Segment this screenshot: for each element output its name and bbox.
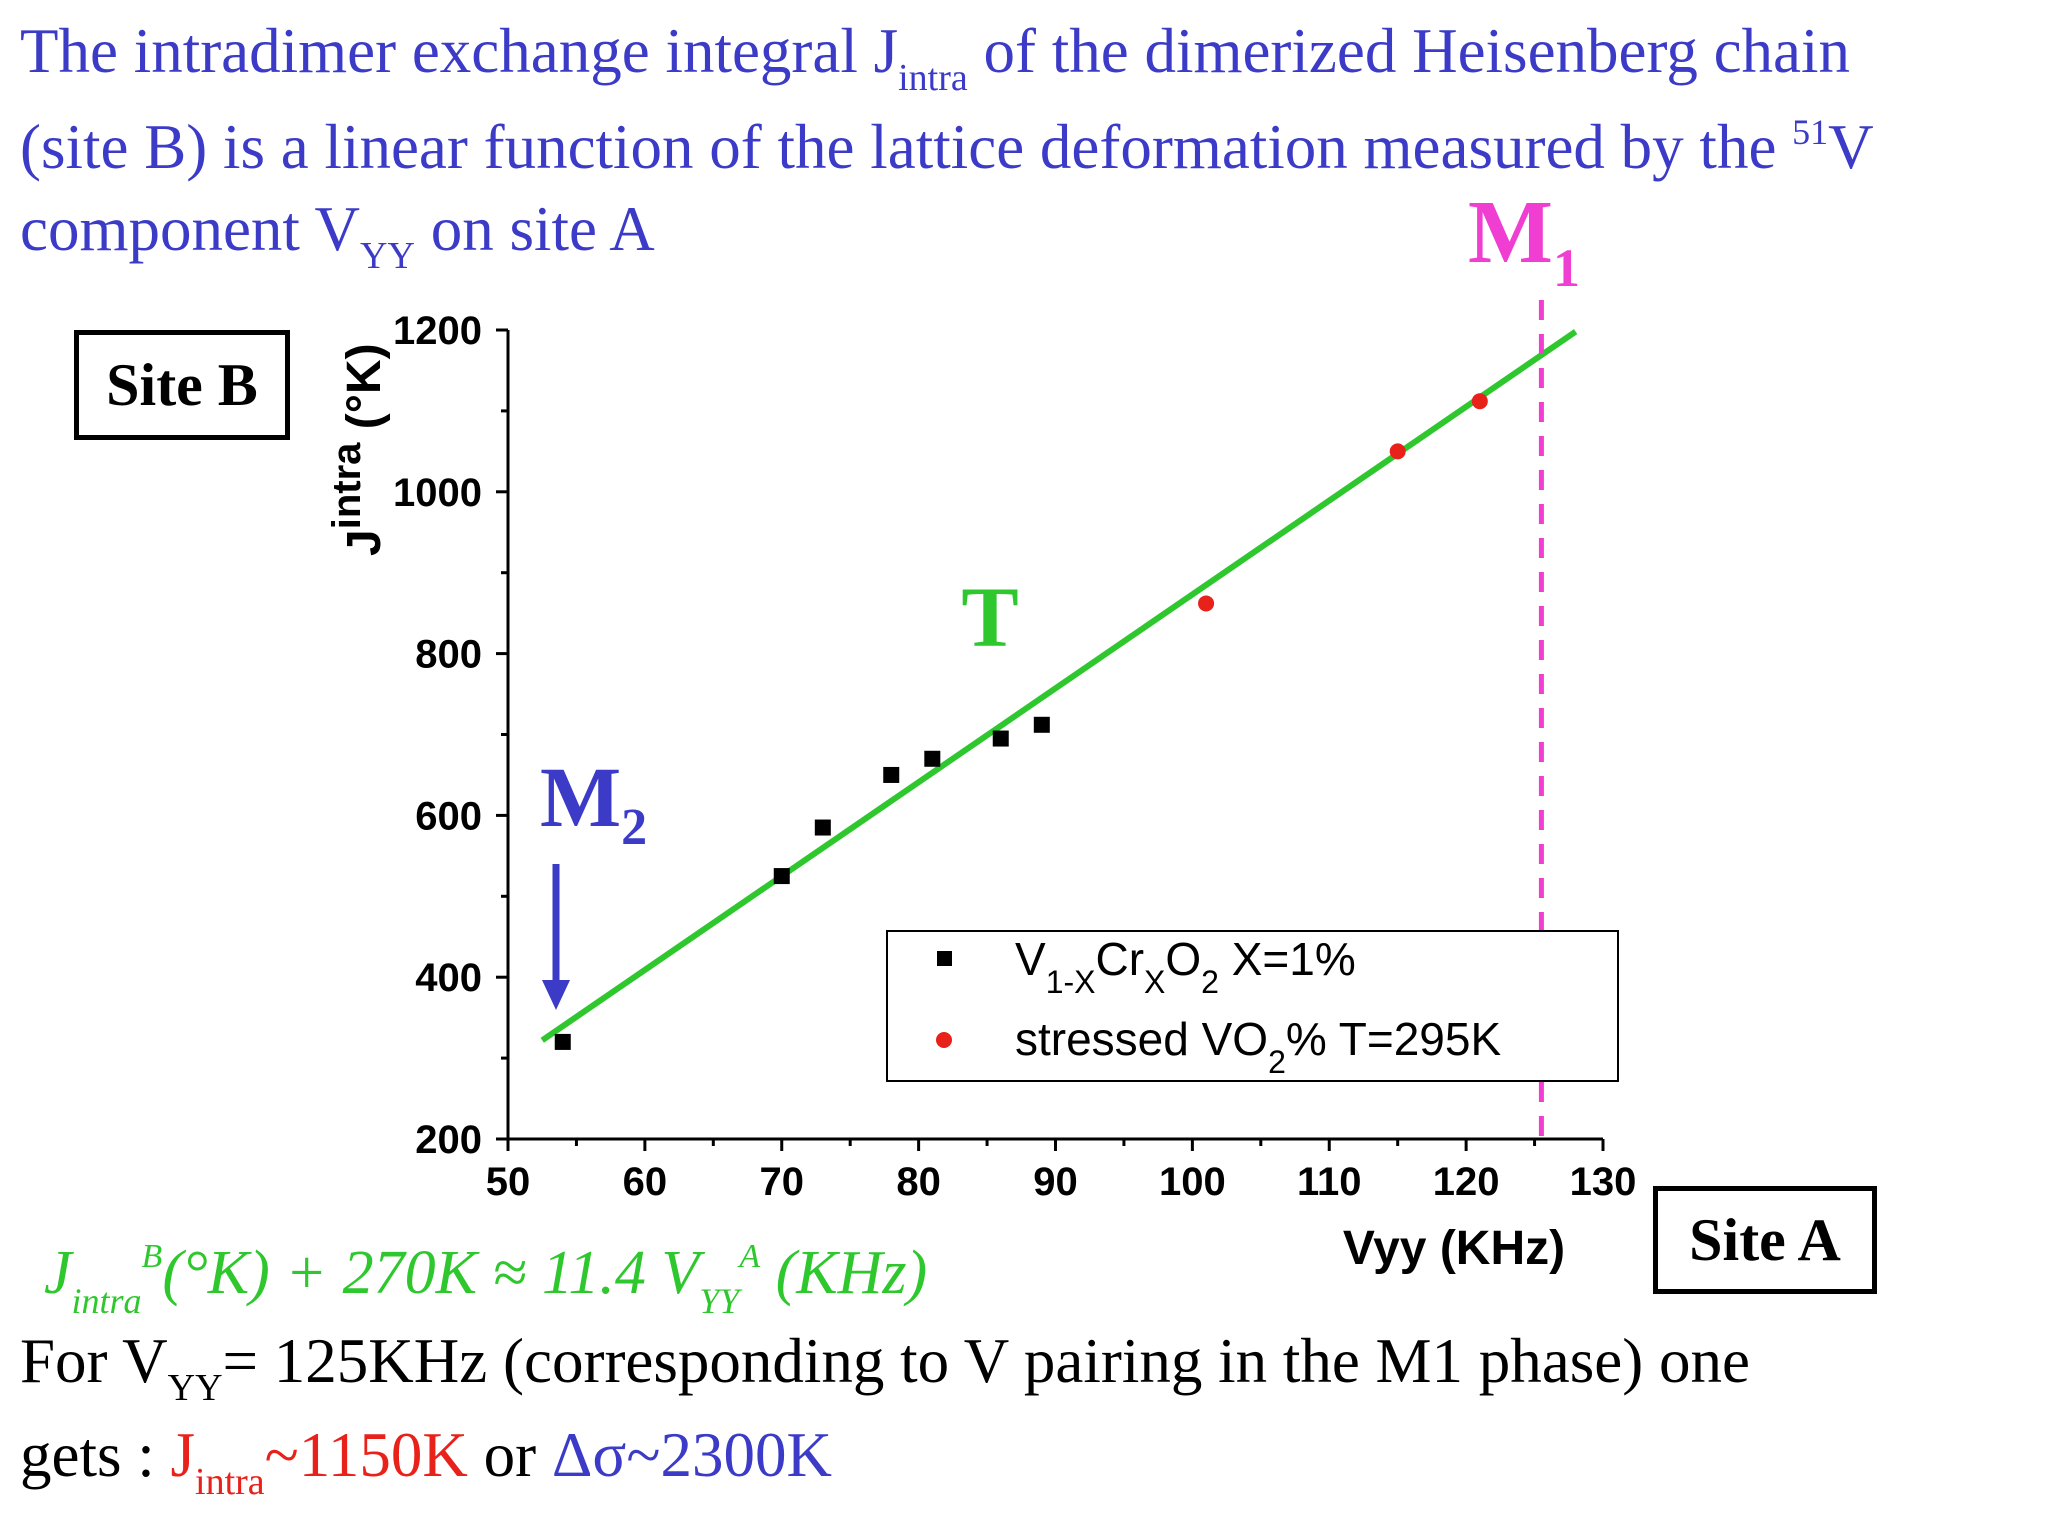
headline-subscript: YY <box>360 235 415 277</box>
m2-arrow <box>542 864 570 1010</box>
site-b-box: Site B <box>74 330 290 440</box>
formula-mid: (°K) + 270K ≈ 11.4 V <box>162 1239 700 1307</box>
x-tick-label: 120 <box>1433 1160 1500 1204</box>
data-point-circle <box>1198 595 1215 612</box>
x-axis-label: Vyy (KHz) <box>1343 1222 1565 1275</box>
y-tick-label: 200 <box>415 1118 482 1162</box>
m2-arrow-head <box>542 980 570 1010</box>
data-point-square <box>1033 716 1050 733</box>
legend-entry-1: V1-XCrXO2 X=1% <box>1015 933 1356 1000</box>
conclusion-j-value: ~1150K <box>264 1420 468 1490</box>
y-tick-label: 1200 <box>393 309 482 353</box>
x-tick-label: 130 <box>1570 1160 1637 1204</box>
formula-sup: A <box>739 1238 761 1275</box>
x-tick-label: 70 <box>760 1160 805 1204</box>
site-a-label: Site A <box>1689 1207 1841 1273</box>
conclusion-text: or <box>467 1420 552 1490</box>
x-tick-label: 90 <box>1033 1160 1078 1204</box>
formula-sub: YY <box>699 1281 740 1321</box>
legend: V1-XCrXO2 X=1% stressed VO2% T=295K <box>886 930 1619 1082</box>
x-tick-label: 80 <box>896 1160 941 1204</box>
fit-formula: Jintra B(°K) + 270K ≈ 11.4 VYY A (KHz) <box>44 1238 928 1321</box>
data-point-square <box>883 766 900 783</box>
y-tick-label: 800 <box>415 633 482 677</box>
conclusion-text: For V <box>20 1326 168 1396</box>
conclusion-text: = 125KHz (corresponding to V pairing in … <box>222 1326 1750 1396</box>
y-tick-label: 1000 <box>393 471 482 515</box>
formula-sub: intra <box>71 1281 142 1321</box>
y-axis-label-unit: (°K) <box>338 343 391 442</box>
annotation-m1: M1 <box>1468 183 1580 298</box>
legend-marker-square <box>937 951 952 966</box>
site-b-label: Site B <box>106 352 258 418</box>
headline-line-2: (site B) is a linear function of the lat… <box>20 114 1874 179</box>
headline-text: of the dimerized Heisenberg chain <box>967 16 1851 86</box>
x-ticks: 50 60 70 80 90 100 110 120 130 <box>486 1139 1637 1204</box>
y-ticks: 200 400 600 800 1000 1200 <box>393 309 508 1162</box>
conclusion-text: gets : <box>20 1420 171 1490</box>
headline-text: (site B) is a linear function of the lat… <box>20 112 1793 182</box>
headline-line-1: The intradimer exchange integral Jintra … <box>20 20 1850 99</box>
y-tick-label: 400 <box>415 956 482 1000</box>
x-tick-label: 110 <box>1297 1160 1362 1204</box>
data-point-square <box>924 750 941 767</box>
y-axis-label-j: J <box>338 529 391 556</box>
formula-end: (KHz) <box>760 1239 928 1307</box>
x-tick-label: 50 <box>486 1160 531 1204</box>
data-point-square <box>814 819 831 836</box>
headline-text: The intradimer exchange integral J <box>20 16 899 86</box>
y-axis-label: Jintra (°K) <box>325 343 391 556</box>
headline-line-3: component VYY on site A <box>20 198 655 277</box>
headline-subscript: intra <box>898 57 968 99</box>
data-point-square <box>773 868 790 885</box>
data-point-circle <box>1389 443 1406 460</box>
conclusion-delta-value: Δσ~2300K <box>551 1420 832 1490</box>
data-point-circle <box>1471 393 1488 410</box>
annotation-m2: M2 <box>540 749 647 856</box>
formula-j: J <box>44 1239 72 1307</box>
x-tick-label: 60 <box>623 1160 668 1204</box>
x-tick-label: 100 <box>1159 1160 1226 1204</box>
data-points <box>554 393 1488 1050</box>
data-point-square <box>992 730 1009 747</box>
headline-text: on site A <box>414 194 655 264</box>
conclusion-subscript: YY <box>167 1367 223 1409</box>
conclusion-j: J <box>170 1420 196 1490</box>
data-point-square <box>554 1033 571 1050</box>
site-a-box: Site A <box>1653 1186 1877 1294</box>
legend-marker-circle <box>936 1032 952 1048</box>
conclusion-line-1: For VYY= 125KHz (corresponding to V pair… <box>20 1330 1750 1409</box>
formula-sup: B <box>141 1238 163 1275</box>
headline-text: V <box>1828 112 1874 182</box>
legend-box <box>886 930 1619 1082</box>
annotation-t: T <box>961 569 1018 665</box>
y-tick-label: 600 <box>415 794 482 838</box>
y-axis-label-sup: intra <box>325 442 369 529</box>
conclusion-subscript: intra <box>195 1461 265 1503</box>
headline-text: component V <box>20 194 361 264</box>
conclusion-line-2: gets : Jintra~1150K or Δσ~2300K <box>20 1424 832 1503</box>
headline-superscript: 51 <box>1792 112 1829 152</box>
legend-entry-2: stressed VO2% T=295K <box>1015 1013 1501 1080</box>
